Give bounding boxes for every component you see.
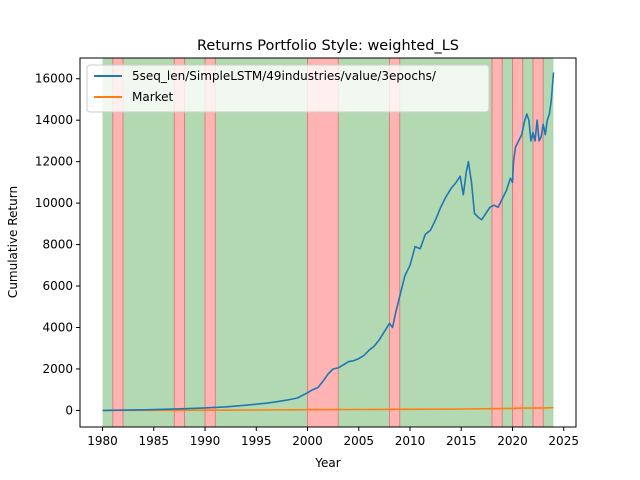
- y-tick-label: 12000: [35, 155, 73, 169]
- x-axis-label: Year: [314, 456, 340, 470]
- y-tick-label: 4000: [42, 320, 73, 334]
- series-line-2: [102, 406, 554, 412]
- legend: 5seq_len/SimpleLSTM/49industries/value/3…: [86, 64, 490, 113]
- y-tick-label: 10000: [35, 196, 73, 210]
- x-tick-label: 2005: [343, 434, 374, 448]
- plot-frame: [79, 57, 577, 428]
- regime-band-highlight: [389, 58, 400, 427]
- regime-band-highlight: [532, 58, 544, 427]
- legend-label-series-1: 5seq_len/SimpleLSTM/49industries/value/3…: [132, 69, 437, 83]
- x-tick-label: 1995: [241, 434, 272, 448]
- x-axis-ticks: 1980 1985 1990 1995 2000 2005 2010 2015 2020 2025: [87, 427, 579, 448]
- series-lines: [102, 72, 555, 412]
- regime-band-highlight: [205, 58, 216, 427]
- x-tick-label: 1985: [139, 434, 170, 448]
- shaded-regions: [102, 58, 554, 427]
- regime-band-highlight: [307, 58, 339, 427]
- regime-band-highlight: [491, 58, 503, 427]
- y-tick-label: 16000: [35, 72, 73, 86]
- x-tick-label: 1980: [87, 434, 118, 448]
- y-tick-label: 14000: [35, 113, 73, 127]
- x-tick-label: 2000: [292, 434, 323, 448]
- x-tick-label: 2020: [497, 434, 528, 448]
- x-tick-label: 2015: [446, 434, 477, 448]
- x-tick-label: 2025: [548, 434, 579, 448]
- regime-band-highlight: [512, 58, 523, 427]
- legend-label-series-2: Market: [132, 90, 174, 104]
- x-tick-label: 1990: [190, 434, 221, 448]
- y-axis-label: Cumulative Return: [6, 186, 20, 298]
- legend-box: [86, 64, 490, 113]
- regime-band-highlight: [174, 58, 185, 427]
- chart-title: Returns Portfolio Style: weighted_LS: [197, 38, 459, 54]
- y-axis-ticks: 0 2000 4000 6000 8000 10000 12000 14000 16000: [35, 72, 80, 417]
- y-tick-label: 6000: [42, 279, 73, 293]
- x-tick-label: 2010: [395, 434, 426, 448]
- y-tick-label: 8000: [42, 238, 73, 252]
- regime-band-highlight: [112, 58, 124, 427]
- y-tick-label: 2000: [42, 362, 73, 376]
- y-tick-label: 0: [65, 403, 73, 417]
- series-line-1: [102, 72, 555, 412]
